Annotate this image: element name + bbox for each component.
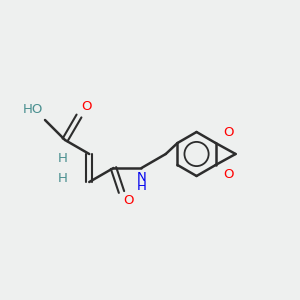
Text: N: N bbox=[136, 171, 146, 184]
Text: H: H bbox=[57, 152, 67, 164]
Text: O: O bbox=[124, 194, 134, 207]
Text: H: H bbox=[57, 172, 67, 184]
Text: HO: HO bbox=[22, 103, 43, 116]
Text: O: O bbox=[81, 100, 92, 113]
Text: O: O bbox=[224, 127, 234, 140]
Text: O: O bbox=[224, 169, 234, 182]
Text: H: H bbox=[136, 180, 146, 193]
